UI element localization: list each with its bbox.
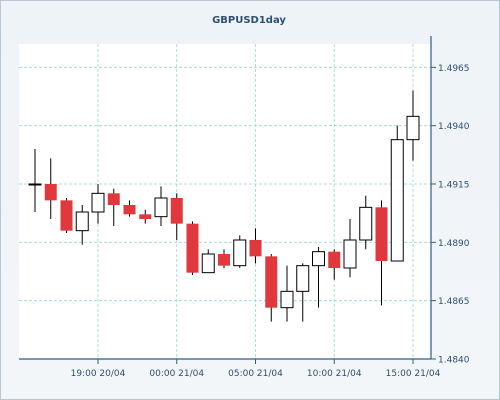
candle xyxy=(233,235,247,268)
axes: 1.4840 1.4865 1.4890 1.4915 1.4940 1.4965 19:0… xyxy=(19,36,470,379)
candle xyxy=(28,149,42,212)
candle xyxy=(44,158,57,219)
candle xyxy=(139,209,152,224)
y-tick-label: 1.4915 xyxy=(438,181,470,191)
candle-body-bearish xyxy=(328,251,341,268)
candle-body-bearish xyxy=(186,223,199,273)
candle xyxy=(201,249,215,274)
y-tick-label: 1.4840 xyxy=(438,356,470,366)
candle xyxy=(123,200,136,217)
y-tick-label: 1.4890 xyxy=(438,239,470,249)
candle xyxy=(406,90,420,161)
candle-body-bearish xyxy=(60,200,73,231)
plot-area xyxy=(19,44,431,359)
candle-body-bullish xyxy=(75,211,89,232)
x-tick-label: 15:00 21/04 xyxy=(386,369,441,379)
candle-body-bearish xyxy=(218,254,230,266)
y-tick-label: 1.4965 xyxy=(438,64,470,74)
candle-body-bullish xyxy=(359,206,373,241)
candle xyxy=(60,198,73,233)
candle-body-bullish xyxy=(91,192,105,213)
candle xyxy=(375,200,388,306)
x-tick-label: 19:00 20/04 xyxy=(71,369,126,379)
candle-body-bearish xyxy=(107,193,120,205)
candle xyxy=(359,195,373,250)
candle-body-bullish xyxy=(28,183,42,186)
candle xyxy=(170,193,183,240)
candle-body-bullish xyxy=(280,290,294,309)
candle xyxy=(390,125,404,262)
candle-body-bullish xyxy=(390,139,404,262)
x-tick-label: 05:00 21/04 xyxy=(228,369,283,379)
candle-body-bullish xyxy=(312,251,325,267)
candle xyxy=(265,254,278,322)
candle xyxy=(107,188,120,226)
candle-body-bearish xyxy=(375,207,388,261)
candle-body-bullish xyxy=(201,253,215,274)
candle-body-bearish xyxy=(123,205,136,215)
chart-title: GBPUSD1day xyxy=(212,15,286,26)
y-tick-label: 1.4865 xyxy=(438,297,470,307)
candle-body-bullish xyxy=(154,197,168,218)
candle xyxy=(75,205,89,245)
candle-body-bearish xyxy=(170,198,183,224)
candle xyxy=(249,228,262,264)
candle-body-bearish xyxy=(265,256,278,308)
candle xyxy=(280,265,294,322)
candle xyxy=(218,249,230,268)
candles xyxy=(28,90,420,322)
candle-body-bullish xyxy=(406,115,420,141)
candle xyxy=(91,184,105,224)
candle-body-bullish xyxy=(233,239,247,267)
candle xyxy=(296,263,310,322)
candle xyxy=(154,186,168,226)
candle xyxy=(186,221,199,275)
candle xyxy=(343,219,357,278)
x-tick-label: 00:00 21/04 xyxy=(149,369,204,379)
candle-body-bullish xyxy=(296,265,310,292)
candle-body-bearish xyxy=(139,214,152,219)
candle xyxy=(328,249,341,280)
x-tick-label: 10:00 21/04 xyxy=(307,369,362,379)
candle-body-bearish xyxy=(249,240,262,257)
y-tick-label: 1.4940 xyxy=(438,122,470,132)
candle-body-bullish xyxy=(343,239,357,269)
candle xyxy=(312,247,325,308)
candle-body-bearish xyxy=(44,184,57,201)
